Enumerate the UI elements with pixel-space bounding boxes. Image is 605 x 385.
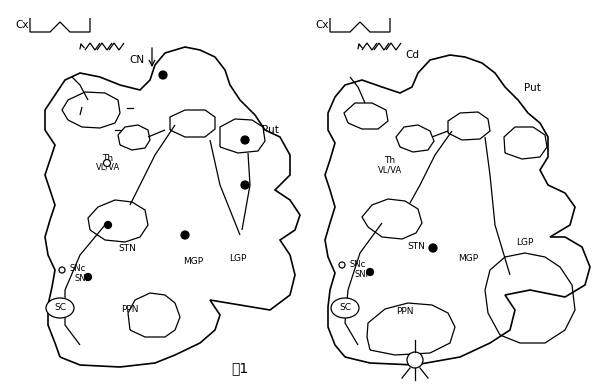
Text: SC: SC	[339, 303, 351, 313]
Text: CN: CN	[129, 55, 145, 65]
Circle shape	[241, 181, 249, 189]
Text: STN: STN	[118, 243, 136, 253]
Circle shape	[181, 231, 189, 239]
Text: Th: Th	[102, 154, 114, 162]
Text: SNc: SNc	[350, 259, 366, 268]
Text: Cd: Cd	[405, 50, 419, 60]
Text: LGP: LGP	[229, 253, 247, 263]
Ellipse shape	[46, 298, 74, 318]
Text: Put: Put	[523, 83, 540, 93]
Circle shape	[59, 267, 65, 273]
Text: SNr: SNr	[355, 270, 370, 278]
Text: Cx: Cx	[315, 20, 329, 30]
Text: STN: STN	[407, 241, 425, 251]
Text: MGP: MGP	[458, 253, 478, 263]
Circle shape	[241, 136, 249, 144]
Circle shape	[407, 352, 423, 368]
Text: Th: Th	[384, 156, 396, 164]
Circle shape	[339, 262, 345, 268]
Text: MGP: MGP	[183, 256, 203, 266]
Text: PPN: PPN	[396, 308, 414, 316]
Text: SNr: SNr	[74, 273, 90, 283]
Ellipse shape	[331, 298, 359, 318]
Circle shape	[429, 244, 437, 252]
Text: Cx: Cx	[15, 20, 29, 30]
Text: LGP: LGP	[516, 238, 534, 246]
Text: PPN: PPN	[121, 306, 139, 315]
Text: SNc: SNc	[70, 263, 86, 273]
Circle shape	[85, 273, 91, 281]
Text: SC: SC	[54, 303, 66, 313]
Circle shape	[103, 159, 111, 166]
Text: VL/VA: VL/VA	[378, 166, 402, 174]
Text: Put: Put	[261, 125, 278, 135]
Text: VL/VA: VL/VA	[96, 162, 120, 171]
Text: 図1: 図1	[231, 361, 249, 375]
Circle shape	[105, 221, 111, 229]
Circle shape	[159, 71, 167, 79]
Circle shape	[367, 268, 373, 276]
